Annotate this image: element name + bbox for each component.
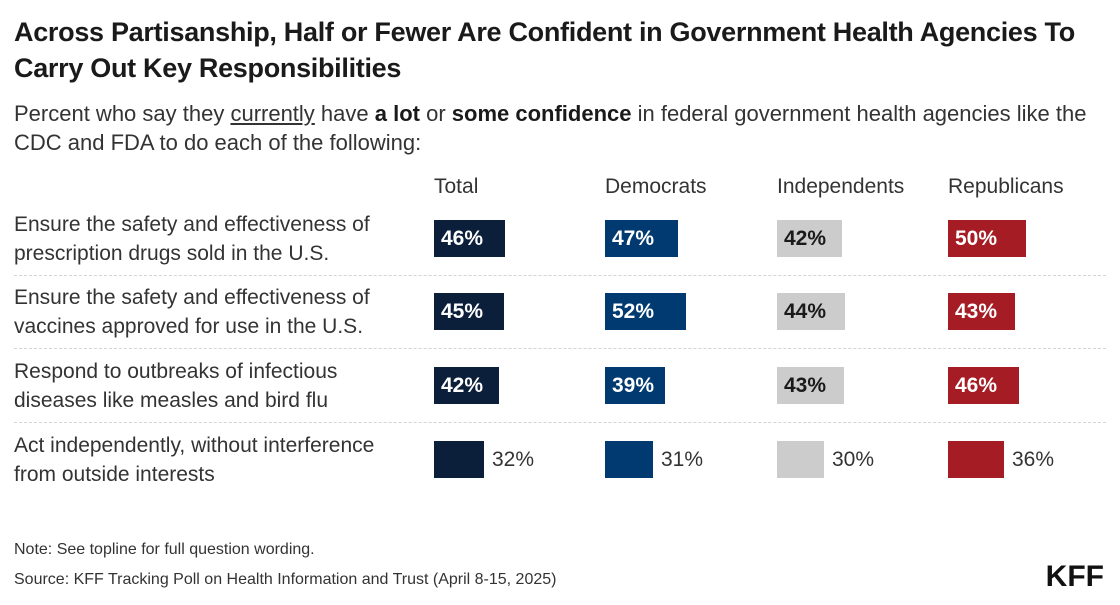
bar-republicans-2	[948, 293, 1015, 330]
row-label-line: Respond to outbreaks of infectious	[14, 360, 338, 383]
column-header-democrats: Democrats	[605, 175, 707, 198]
bar-democrats-4	[605, 441, 653, 478]
value-label-republicans-4: 36%	[1012, 448, 1055, 471]
row-label-line: vaccines approved for use in the U.S.	[14, 315, 364, 338]
subtitle-bold1: a lot	[374, 101, 420, 126]
value-label-total-2: 45%	[441, 300, 484, 323]
column-header-total: Total	[434, 175, 479, 198]
subtitle-bold2: some confidence	[451, 101, 632, 126]
bar-total-4	[434, 441, 484, 478]
subtitle-part3: or	[419, 101, 452, 126]
chart-title: Across Partisanship, Half or Fewer Are C…	[14, 17, 1075, 83]
footnote: Note: See topline for full question word…	[14, 541, 315, 558]
row-label-line: diseases like measles and bird flu	[14, 389, 328, 412]
row-divider	[14, 422, 1106, 423]
row-divider	[14, 348, 1106, 349]
row-divider	[14, 275, 1106, 276]
value-label-total-1: 46%	[441, 227, 484, 250]
bar-total-1	[434, 220, 505, 257]
bar-independents-3	[777, 367, 844, 404]
column-header-republicans: Republicans	[948, 175, 1064, 198]
subtitle-part1: Percent who say they	[14, 101, 231, 126]
column-header-independents: Independents	[777, 175, 905, 198]
row-label-1: Ensure the safety and effectiveness of pr…	[14, 210, 434, 268]
bar-independents-4	[777, 441, 824, 478]
row-label-3: Respond to outbreaks of infectious diseas…	[14, 357, 434, 415]
value-label-republicans-1: 50%	[955, 227, 998, 250]
bar-republicans-4	[948, 441, 1004, 478]
value-label-democrats-4: 31%	[661, 448, 704, 471]
value-label-total-3: 42%	[441, 374, 484, 397]
value-label-democrats-3: 39%	[612, 374, 655, 397]
value-label-independents-2: 44%	[784, 300, 827, 323]
value-label-total-4: 32%	[492, 448, 535, 471]
value-label-democrats-1: 47%	[612, 227, 655, 250]
row-label-4: Act independently, without interference f…	[14, 431, 434, 489]
row-label-line: Act independently, without interference	[14, 434, 375, 457]
source-note: Source: KFF Tracking Poll on Health Info…	[14, 571, 557, 588]
value-label-independents-1: 42%	[784, 227, 827, 250]
row-label-line: Ensure the safety and effectiveness of	[14, 213, 370, 236]
chart-subtitle: Percent who say they currently have a lo…	[14, 99, 1104, 157]
subtitle-part2: have	[314, 101, 375, 126]
value-label-independents-3: 43%	[784, 374, 827, 397]
bar-total-3	[434, 367, 499, 404]
value-label-republicans-3: 46%	[955, 374, 998, 397]
subtitle-part4: in federal government health agencies li…	[14, 101, 1087, 155]
bar-democrats-3	[605, 367, 665, 404]
value-label-republicans-2: 43%	[955, 300, 998, 323]
row-label-2: Ensure the safety and effectiveness of va…	[14, 283, 434, 341]
value-label-independents-4: 30%	[832, 448, 875, 471]
kff-logo: KFF	[1045, 560, 1104, 593]
row-label-line: from outside interests	[14, 463, 215, 486]
row-label-line: prescription drugs sold in the U.S.	[14, 242, 330, 265]
bar-democrats-2	[605, 293, 686, 330]
bar-total-2	[434, 293, 504, 330]
row-label-line: Ensure the safety and effectiveness of	[14, 286, 370, 309]
bar-independents-2	[777, 293, 845, 330]
bar-republicans-1	[948, 220, 1026, 257]
bar-democrats-1	[605, 220, 678, 257]
subtitle-underlined: currently	[230, 101, 315, 126]
bar-republicans-3	[948, 367, 1019, 404]
value-label-democrats-2: 52%	[612, 300, 655, 323]
bar-independents-1	[777, 220, 842, 257]
